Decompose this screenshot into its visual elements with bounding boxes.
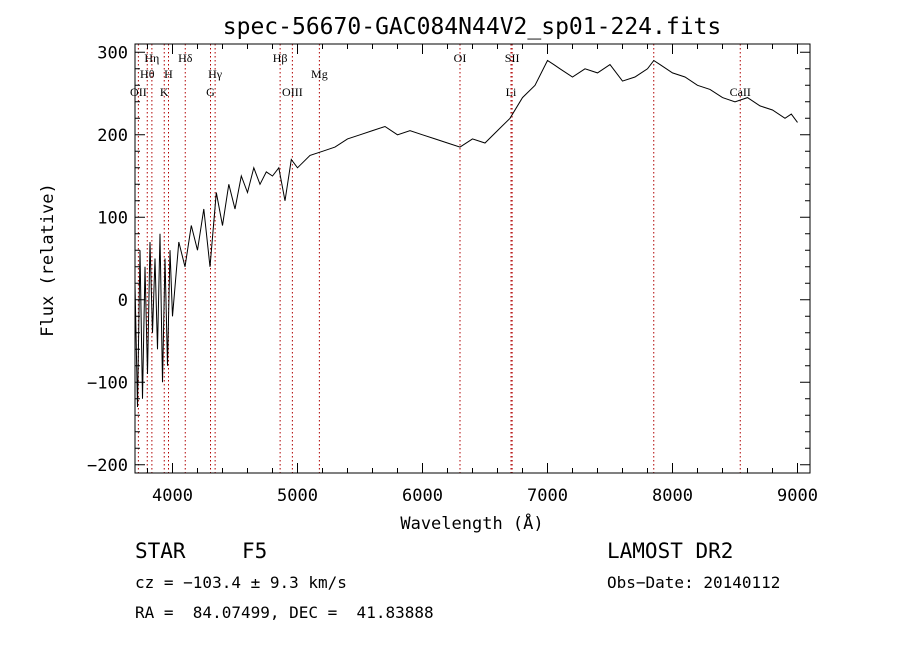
marker-label: K <box>160 85 169 99</box>
x-tick-label: 5000 <box>277 486 318 506</box>
x-tick-label: 9000 <box>777 486 818 506</box>
marker-label: OI <box>454 51 467 65</box>
plot-frame <box>134 43 811 474</box>
chart-title: spec-56670-GAC084N44V2_sp01-224.fits <box>223 14 722 40</box>
x-axis-ticks: 4000 5000 6000 7000 8000 9000 <box>147 44 818 506</box>
marker-label: Mg <box>311 67 328 81</box>
y-tick-label: −200 <box>87 456 128 476</box>
survey-release: LAMOST DR2 <box>607 539 734 563</box>
y-axis-ticks: −200 −100 0 100 200 300 <box>87 43 810 476</box>
spectral-subclass: F5 <box>242 539 268 563</box>
marker-label: OII <box>130 85 147 99</box>
marker-label: Hη <box>144 51 159 65</box>
coordinates: RA = 84.07499, DEC = 41.83888 <box>135 603 434 622</box>
marker-label: G <box>206 85 215 99</box>
x-tick-label: 7000 <box>527 486 568 506</box>
marker-label: Hδ <box>178 51 193 65</box>
marker-label: OIII <box>282 85 303 99</box>
observation-date: Obs−Date: 20140112 <box>607 573 781 592</box>
x-tick-label: 4000 <box>152 486 193 506</box>
object-type: STAR <box>135 539 186 563</box>
x-tick-label: 8000 <box>652 486 693 506</box>
spectrum-line <box>134 59 798 408</box>
spectral-line-markers: OII Hθ Hη KH Hδ G Hγ Hβ OIII Mg OI Li SII CaII <box>130 44 751 473</box>
redshift-velocity: cz = −103.4 ± 9.3 km/s <box>135 573 347 592</box>
y-tick-label: 0 <box>118 291 128 311</box>
y-tick-label: −100 <box>87 373 128 393</box>
x-axis-label: Wavelength (Å) <box>400 512 543 534</box>
marker-label: Hθ <box>140 67 155 81</box>
y-axis-label: Flux (relative) <box>38 183 58 337</box>
marker-label: Hγ <box>208 67 223 81</box>
marker-label: Li <box>506 85 517 99</box>
marker-label: Hβ <box>273 51 288 65</box>
y-tick-label: 100 <box>97 208 128 228</box>
marker-label: CaII <box>730 85 751 99</box>
y-tick-label: 300 <box>97 43 128 63</box>
y-tick-label: 200 <box>97 126 128 146</box>
x-tick-label: 6000 <box>402 486 443 506</box>
marker-label: SII <box>505 51 520 65</box>
marker-label: H <box>164 67 173 81</box>
